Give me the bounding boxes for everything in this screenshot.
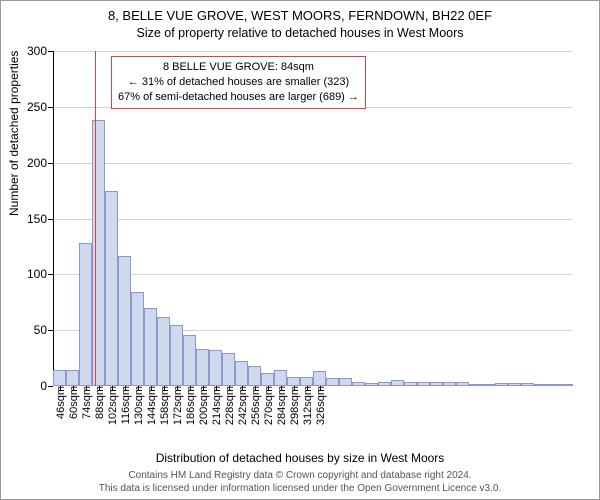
chart-container: 8, BELLE VUE GROVE, WEST MOORS, FERNDOWN… (0, 0, 600, 500)
histogram-bar (53, 370, 66, 386)
x-tick-label: 242sqm (235, 386, 249, 425)
chart-subtitle: Size of property relative to detached ho… (1, 25, 599, 42)
y-tick-mark (48, 163, 53, 164)
annotation-box: 8 BELLE VUE GROVE: 84sqm ← 31% of detach… (111, 56, 366, 109)
y-tick-label: 300 (27, 44, 47, 58)
x-tick-label: 60sqm (66, 386, 80, 419)
y-tick-mark (48, 51, 53, 52)
histogram-bar (287, 377, 300, 386)
y-tick-mark (48, 330, 53, 331)
histogram-bar (495, 383, 508, 386)
y-tick-label: 150 (27, 212, 47, 226)
x-tick-label: 256sqm (248, 386, 262, 425)
y-tick-mark (48, 274, 53, 275)
x-tick-label: 214sqm (209, 386, 223, 425)
x-tick-label: 88sqm (92, 386, 106, 419)
histogram-bar (313, 371, 326, 386)
histogram-bar (391, 380, 404, 386)
histogram-bar (508, 383, 521, 386)
histogram-bar (352, 382, 365, 386)
histogram-bar (105, 191, 118, 386)
histogram-bar (443, 382, 456, 386)
y-tick-mark (48, 219, 53, 220)
y-axis-title: Number of detached properties (7, 51, 21, 216)
x-tick-label: 298sqm (287, 386, 301, 425)
x-tick-label: 270sqm (261, 386, 275, 425)
x-tick-label: 228sqm (222, 386, 236, 425)
chart-title: 8, BELLE VUE GROVE, WEST MOORS, FERNDOWN… (1, 7, 599, 25)
x-tick-label: 102sqm (105, 386, 119, 425)
histogram-bar (235, 361, 248, 386)
annotation-line-1: 8 BELLE VUE GROVE: 84sqm (118, 60, 359, 75)
annotation-line-2: ← 31% of detached houses are smaller (32… (118, 75, 359, 90)
histogram-bar (274, 370, 287, 386)
x-tick-label: 74sqm (79, 386, 93, 419)
x-tick-label: 158sqm (157, 386, 171, 425)
histogram-bar (79, 243, 92, 386)
grid-line (53, 163, 573, 164)
histogram-bar (430, 382, 443, 386)
histogram-bar (170, 325, 183, 386)
y-tick-mark (48, 107, 53, 108)
histogram-bar (131, 292, 144, 386)
x-tick-label: 186sqm (183, 386, 197, 425)
histogram-bar (66, 370, 79, 386)
y-tick-label: 50 (34, 323, 47, 337)
histogram-bar (378, 382, 391, 386)
histogram-bar (560, 384, 573, 386)
histogram-bar (417, 382, 430, 386)
histogram-bar (144, 308, 157, 386)
x-tick-label: 116sqm (118, 386, 132, 424)
grid-line (53, 274, 573, 275)
x-tick-label: 130sqm (131, 386, 145, 425)
histogram-bar (365, 383, 378, 386)
footer-line-1: Contains HM Land Registry data © Crown c… (1, 470, 599, 483)
histogram-bar (326, 378, 339, 386)
histogram-bar (339, 378, 352, 386)
x-tick-label: 46sqm (53, 386, 67, 419)
histogram-bar (248, 366, 261, 386)
histogram-bar (209, 350, 222, 386)
histogram-bar (456, 382, 469, 386)
histogram-bar (183, 335, 196, 386)
y-tick-label: 100 (27, 267, 47, 281)
histogram-bar (469, 384, 482, 386)
histogram-bar (521, 383, 534, 386)
title-block: 8, BELLE VUE GROVE, WEST MOORS, FERNDOWN… (1, 1, 599, 41)
x-tick-label: 284sqm (274, 386, 288, 425)
x-tick-label: 172sqm (170, 386, 184, 425)
x-axis-title: Distribution of detached houses by size … (1, 451, 599, 465)
histogram-bar (534, 384, 547, 386)
annotation-line-3: 67% of semi-detached houses are larger (… (118, 90, 359, 105)
grid-line (53, 219, 573, 220)
histogram-bar (157, 317, 170, 386)
x-tick-label: 144sqm (144, 386, 158, 425)
histogram-bar (300, 377, 313, 386)
callout-line (95, 51, 96, 386)
grid-line (53, 51, 573, 52)
footer-line-2: This data is licensed under information … (1, 483, 599, 496)
footer-text: Contains HM Land Registry data © Crown c… (1, 470, 599, 495)
y-tick-label: 200 (27, 156, 47, 170)
x-tick-label: 326sqm (313, 386, 327, 425)
y-tick-label: 250 (27, 100, 47, 114)
histogram-bar (404, 382, 417, 386)
x-tick-label: 200sqm (196, 386, 210, 425)
histogram-bar (222, 353, 235, 387)
histogram-bar (118, 256, 131, 386)
y-tick-label: 0 (40, 379, 47, 393)
x-tick-label: 312sqm (300, 386, 314, 425)
histogram-bar (547, 384, 560, 386)
histogram-bar (261, 373, 274, 386)
histogram-bar (482, 384, 495, 386)
histogram-bar (196, 349, 209, 386)
